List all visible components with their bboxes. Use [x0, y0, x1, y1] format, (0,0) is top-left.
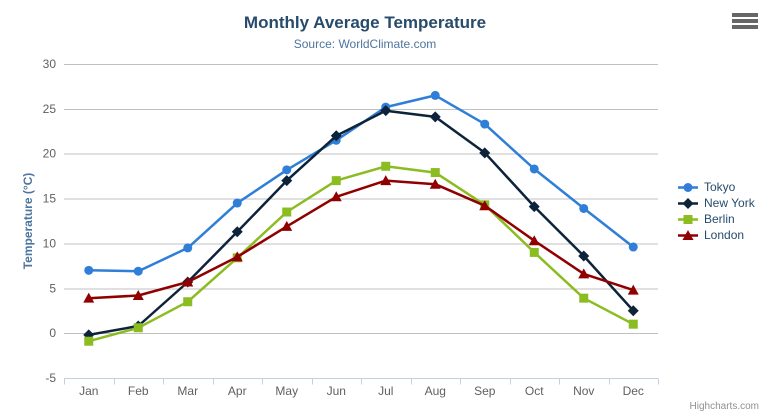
data-point-square-marker[interactable] [529, 247, 539, 257]
data-point-diamond-marker[interactable] [330, 130, 342, 142]
y-tick-label: 15 [43, 192, 57, 206]
data-point-triangle-marker[interactable] [182, 276, 194, 287]
x-tick-label: Aug [425, 384, 446, 398]
data-point-square-marker[interactable] [183, 297, 193, 307]
y-tick-label: 20 [43, 147, 57, 161]
data-point-circle-marker[interactable] [183, 243, 193, 253]
x-tick-label: Sep [474, 384, 496, 398]
data-point-triangle-marker[interactable] [578, 268, 590, 279]
data-point-square-marker[interactable] [430, 168, 440, 178]
legend-diamond-marker-icon [678, 197, 698, 209]
data-point-triangle-marker[interactable] [627, 284, 639, 295]
data-point-diamond-marker[interactable] [627, 305, 639, 317]
data-point-square-marker[interactable] [331, 176, 341, 186]
x-axis [64, 378, 659, 385]
data-point-square-marker [683, 214, 693, 224]
series-line-london [87, 179, 635, 300]
data-point-circle-marker[interactable] [480, 119, 490, 129]
legend-square-marker-icon [678, 214, 698, 224]
x-tick-label: Jan [79, 384, 98, 398]
y-axis-labels: -5 0 5 10 15 20 25 30 [43, 57, 57, 385]
data-point-square-marker[interactable] [282, 207, 292, 217]
data-point-circle-marker[interactable] [232, 198, 242, 208]
x-tick-label: Mar [177, 384, 198, 398]
x-axis-labels: Jan Feb Mar Apr May Jun Jul Aug Sep Oct Nov Dec [79, 384, 644, 398]
data-point-triangle-marker[interactable] [479, 200, 491, 211]
data-point-circle-marker[interactable] [133, 266, 143, 276]
hamburger-icon [732, 13, 758, 17]
data-point-circle-marker[interactable] [84, 265, 94, 275]
legend-label: London [704, 228, 745, 242]
data-point-diamond-marker[interactable] [479, 147, 491, 159]
data-point-square-marker[interactable] [133, 323, 143, 333]
highcharts-credits-link[interactable]: Highcharts.com [689, 401, 759, 412]
data-point-triangle-marker[interactable] [429, 178, 441, 189]
y-tick-label: 0 [49, 326, 56, 340]
y-tick-label: 10 [43, 236, 57, 250]
data-point-diamond-marker[interactable] [429, 111, 441, 123]
x-tick-label: Oct [525, 384, 544, 398]
y-axis-title: Temperature (°C) [21, 173, 35, 270]
x-tick-label: Apr [228, 384, 247, 398]
x-tick-label: Nov [573, 384, 594, 398]
legend-item-berlin[interactable]: Berlin [678, 211, 755, 227]
legend-label: Berlin [704, 212, 735, 226]
hamburger-icon [732, 25, 758, 29]
data-point-triangle-marker[interactable] [132, 289, 144, 300]
data-point-circle-marker [683, 182, 693, 192]
hamburger-icon [732, 19, 758, 23]
series-line-new-york [87, 109, 635, 337]
series-berlin [84, 161, 638, 346]
x-tick-label: Jun [327, 384, 346, 398]
data-point-circle-marker[interactable] [529, 164, 539, 174]
x-tick-label: May [275, 384, 298, 398]
data-point-square-marker[interactable] [628, 319, 638, 329]
legend-item-london[interactable]: London [678, 227, 755, 243]
legend-label: Tokyo [704, 180, 736, 194]
data-point-diamond-marker[interactable] [231, 226, 243, 238]
legend: Tokyo New York Berlin London [678, 179, 755, 243]
series-line-tokyo [87, 94, 635, 273]
data-point-triangle-marker[interactable] [231, 251, 243, 262]
y-tick-label: 25 [43, 102, 57, 116]
data-point-square-marker[interactable] [381, 161, 391, 171]
data-point-diamond-marker[interactable] [281, 175, 293, 187]
context-menu-button[interactable] [732, 13, 758, 29]
series-line-berlin [87, 165, 635, 343]
data-point-triangle-marker[interactable] [380, 175, 392, 186]
data-point-triangle-marker[interactable] [528, 235, 540, 246]
data-point-circle-marker[interactable] [579, 203, 589, 213]
data-point-diamond-marker [682, 197, 694, 209]
data-point-diamond-marker[interactable] [578, 250, 590, 262]
x-tick-label: Dec [623, 384, 644, 398]
data-point-square-marker[interactable] [579, 293, 589, 303]
data-point-diamond-marker[interactable] [528, 201, 540, 213]
legend-item-tokyo[interactable]: Tokyo [678, 179, 755, 195]
y-tick-label: 5 [49, 281, 56, 295]
data-point-triangle-marker[interactable] [330, 191, 342, 202]
x-tick-label: Feb [128, 384, 149, 398]
data-point-diamond-marker[interactable] [380, 105, 392, 117]
legend-item-new-york[interactable]: New York [678, 195, 755, 211]
data-point-circle-marker[interactable] [628, 242, 638, 252]
series-london [83, 175, 639, 303]
data-point-triangle-marker[interactable] [83, 292, 95, 303]
series-tokyo [84, 90, 638, 276]
series-new-york [83, 105, 639, 341]
gridlines [64, 64, 658, 379]
x-tick-label: Jul [378, 384, 393, 398]
legend-circle-marker-icon [678, 182, 698, 192]
data-point-triangle-marker[interactable] [281, 220, 293, 231]
y-tick-label: 30 [43, 57, 57, 71]
legend-label: New York [704, 196, 755, 210]
data-point-triangle-marker [682, 229, 694, 240]
data-point-square-marker[interactable] [84, 336, 94, 346]
data-point-circle-marker[interactable] [282, 165, 292, 175]
y-tick-label: -5 [45, 371, 56, 385]
legend-triangle-marker-icon [678, 229, 698, 240]
data-point-circle-marker[interactable] [430, 90, 440, 100]
